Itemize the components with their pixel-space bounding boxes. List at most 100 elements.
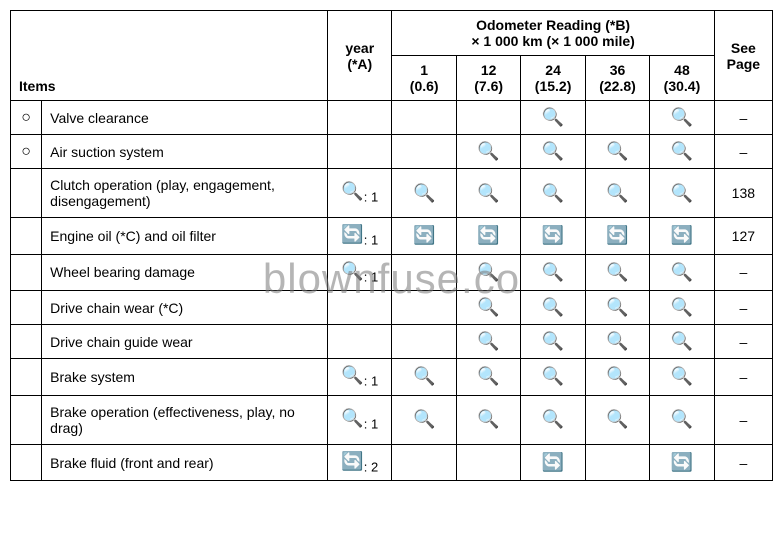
inspect-icon: 🔍 <box>606 331 628 351</box>
odo-col-1: 12(7.6) <box>456 56 520 101</box>
year-suffix: : 1 <box>364 233 378 248</box>
inspect-icon: 🔍 <box>542 366 564 386</box>
table-row: Brake system🔍: 1🔍🔍🔍🔍🔍– <box>11 359 773 396</box>
table-row: Brake operation (effectiveness, play, no… <box>11 395 773 444</box>
inspect-icon: 🔍 <box>542 331 564 351</box>
interval-cell-2: 🔍 <box>521 254 585 291</box>
interval-cell-1: 🔍 <box>456 169 520 218</box>
interval-cell-0 <box>392 444 456 481</box>
inspect-icon: 🔍 <box>477 141 499 161</box>
interval-cell-0 <box>392 325 456 359</box>
row-marker: ○ <box>11 135 42 169</box>
table-row: Engine oil (*C) and oil filter🔄: 1🔄🔄🔄🔄🔄1… <box>11 218 773 255</box>
interval-cell-4: 🔍 <box>650 135 714 169</box>
interval-cell-2: 🔍 <box>521 291 585 325</box>
page-ref: – <box>714 101 772 135</box>
year-suffix: : 1 <box>364 417 378 432</box>
interval-cell-2: 🔄 <box>521 218 585 255</box>
inspect-icon: 🔍 <box>606 409 628 429</box>
interval-cell-3: 🔍 <box>585 135 649 169</box>
inspect-icon: 🔍 <box>671 107 693 127</box>
interval-cell-4: 🔄 <box>650 444 714 481</box>
replace-icon: 🔄 <box>671 225 693 245</box>
interval-cell-0 <box>392 254 456 291</box>
replace-icon: 🔄 <box>671 452 693 472</box>
interval-cell-2: 🔍 <box>521 101 585 135</box>
table-row: Drive chain guide wear 🔍 🔍 🔍 🔍 – <box>11 325 773 359</box>
see-page-header: See Page <box>714 11 772 101</box>
odo-col-0: 1(0.6) <box>392 56 456 101</box>
interval-cell-3: 🔍 <box>585 359 649 396</box>
inspect-icon: 🔍 <box>671 297 693 317</box>
table-header: Items year (*A) Odometer Reading (*B) × … <box>11 11 773 101</box>
inspect-icon: 🔍 <box>542 409 564 429</box>
item-name: Wheel bearing damage <box>42 254 328 291</box>
interval-cell-1: 🔍 <box>456 291 520 325</box>
year-cell: 🔄: 2 <box>328 444 392 481</box>
interval-cell-3: 🔍 <box>585 291 649 325</box>
interval-cell-0 <box>392 101 456 135</box>
table-row: ○Valve clearance 🔍 🔍 – <box>11 101 773 135</box>
interval-cell-2: 🔍 <box>521 135 585 169</box>
interval-cell-4: 🔄 <box>650 218 714 255</box>
inspect-icon: 🔍 <box>671 331 693 351</box>
inspect-icon: 🔍 <box>341 181 363 201</box>
year-cell <box>328 325 392 359</box>
inspect-icon: 🔍 <box>606 366 628 386</box>
replace-icon: 🔄 <box>606 225 628 245</box>
interval-cell-1 <box>456 444 520 481</box>
year-header: year (*A) <box>328 11 392 101</box>
replace-icon: 🔄 <box>542 225 564 245</box>
item-name: Air suction system <box>42 135 328 169</box>
inspect-icon: 🔍 <box>477 331 499 351</box>
row-marker <box>11 359 42 396</box>
inspect-icon: 🔍 <box>606 183 628 203</box>
page-ref: – <box>714 254 772 291</box>
odo-col-2: 24(15.2) <box>521 56 585 101</box>
interval-cell-1: 🔍 <box>456 254 520 291</box>
interval-cell-4: 🔍 <box>650 359 714 396</box>
inspect-icon: 🔍 <box>413 366 435 386</box>
interval-cell-2: 🔍 <box>521 325 585 359</box>
year-suffix: : 1 <box>364 190 378 205</box>
odometer-header: Odometer Reading (*B) × 1 000 km (× 1 00… <box>392 11 714 56</box>
page-ref: – <box>714 325 772 359</box>
replace-icon: 🔄 <box>341 224 363 244</box>
row-marker: ○ <box>11 101 42 135</box>
page-ref: – <box>714 359 772 396</box>
row-marker <box>11 444 42 481</box>
page-ref: – <box>714 395 772 444</box>
interval-cell-1: 🔄 <box>456 218 520 255</box>
interval-cell-1: 🔍 <box>456 135 520 169</box>
items-header: Items <box>11 11 328 101</box>
item-name: Drive chain guide wear <box>42 325 328 359</box>
inspect-icon: 🔍 <box>542 141 564 161</box>
interval-cell-4: 🔍 <box>650 254 714 291</box>
inspect-icon: 🔍 <box>606 262 628 282</box>
year-suffix: : 1 <box>364 269 378 284</box>
interval-cell-4: 🔍 <box>650 101 714 135</box>
item-name: Brake operation (effectiveness, play, no… <box>42 395 328 444</box>
item-name: Clutch operation (play, engagement, dise… <box>42 169 328 218</box>
interval-cell-0 <box>392 135 456 169</box>
page-ref: 127 <box>714 218 772 255</box>
inspect-icon: 🔍 <box>671 183 693 203</box>
item-name: Brake system <box>42 359 328 396</box>
replace-icon: 🔄 <box>477 225 499 245</box>
interval-cell-0 <box>392 291 456 325</box>
inspect-icon: 🔍 <box>671 141 693 161</box>
row-marker <box>11 395 42 444</box>
inspect-icon: 🔍 <box>542 297 564 317</box>
item-name: Valve clearance <box>42 101 328 135</box>
interval-cell-0: 🔍 <box>392 359 456 396</box>
year-suffix: : 1 <box>364 374 378 389</box>
interval-cell-4: 🔍 <box>650 169 714 218</box>
interval-cell-0: 🔍 <box>392 169 456 218</box>
interval-cell-4: 🔍 <box>650 291 714 325</box>
inspect-icon: 🔍 <box>341 408 363 428</box>
odo-col-4: 48(30.4) <box>650 56 714 101</box>
table-row: ○Air suction system🔍🔍🔍🔍– <box>11 135 773 169</box>
interval-cell-3: 🔍 <box>585 169 649 218</box>
row-marker <box>11 218 42 255</box>
replace-icon: 🔄 <box>341 451 363 471</box>
